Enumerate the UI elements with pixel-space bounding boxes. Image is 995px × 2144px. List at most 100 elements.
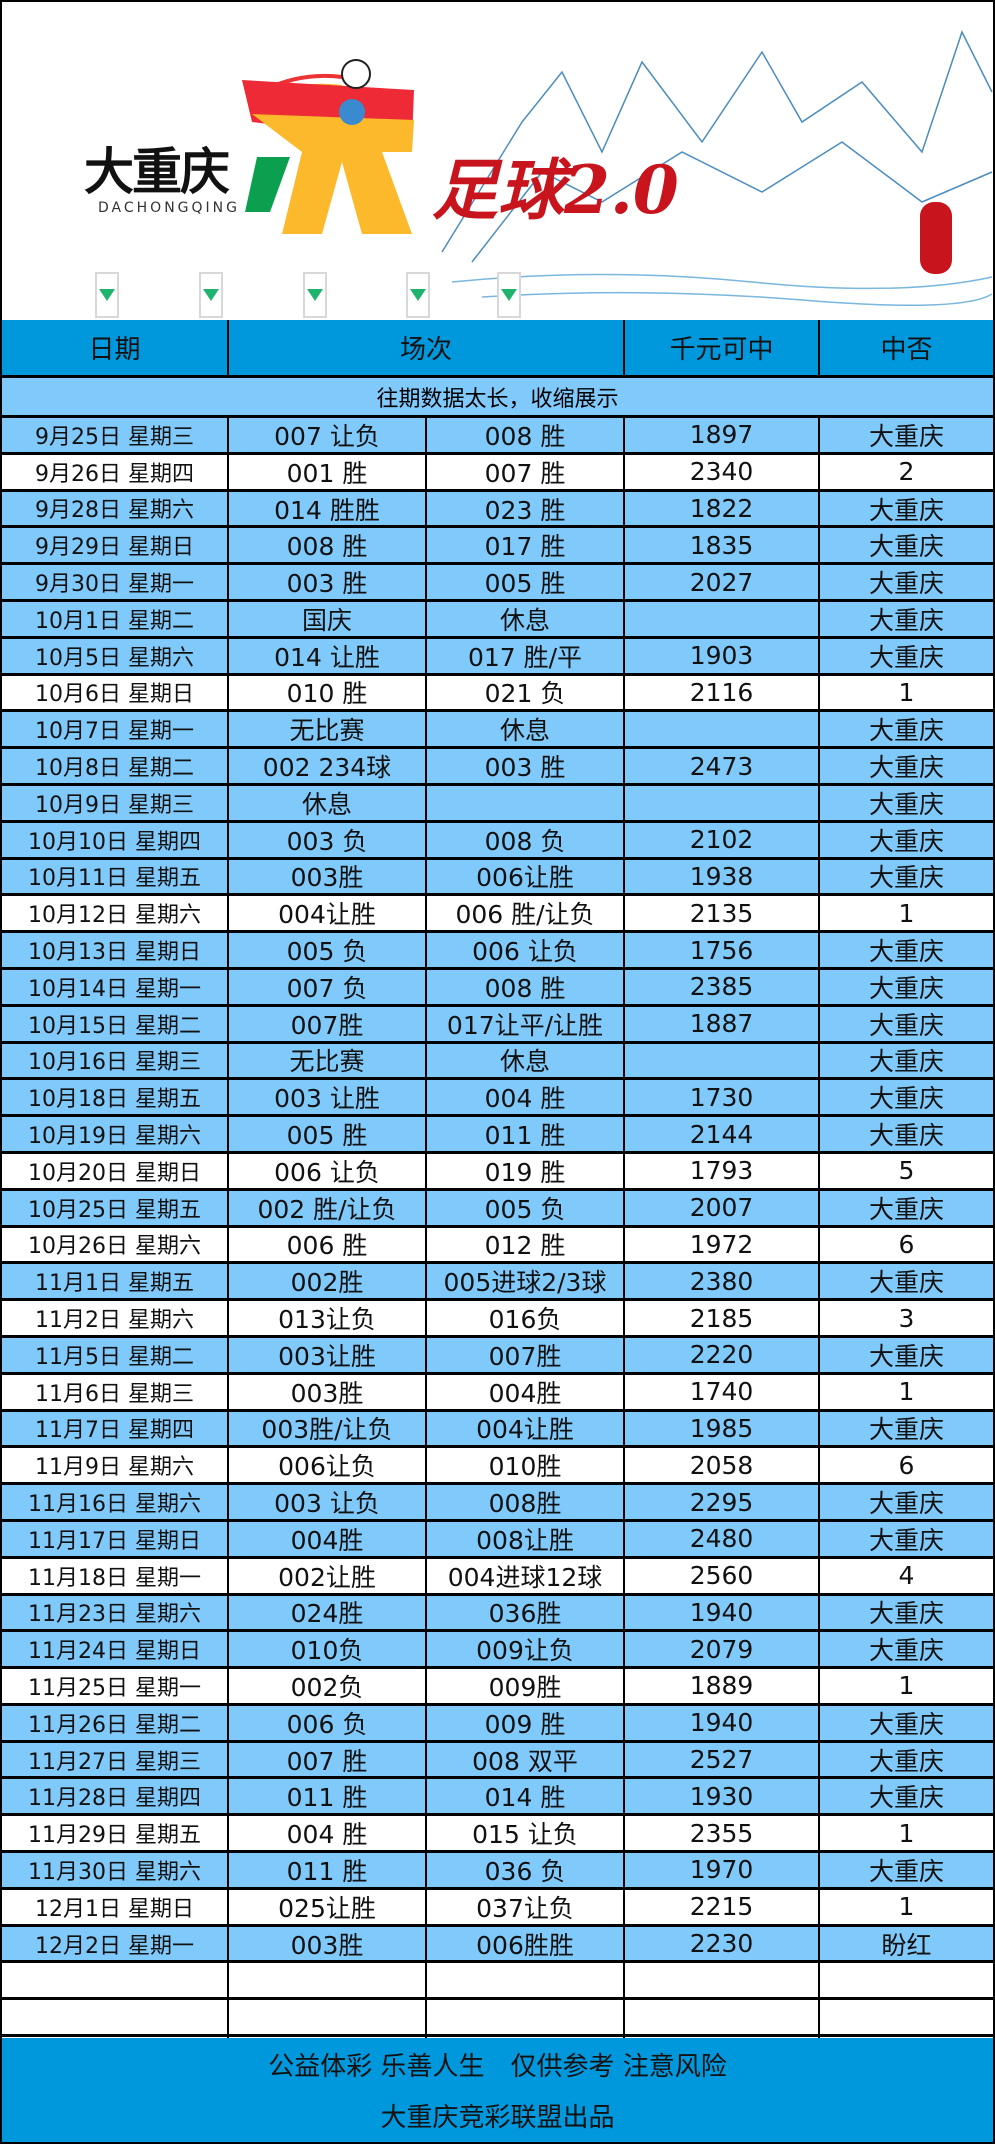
cell-date: 10月14日 星期一 <box>2 969 229 1004</box>
cell-match-1: 002 胜/让负 <box>229 1190 427 1225</box>
cell-match-1: 014 胜胜 <box>229 491 427 526</box>
mountain-landscape-image <box>242 30 993 307</box>
cell-result: 大重庆 <box>868 1525 944 1555</box>
table-row: 10月12日 星期六 004让胜 006 胜/让负 2135 1 <box>2 896 993 934</box>
filter-dropdown-prize[interactable] <box>406 272 430 318</box>
cell-prize: 1985 <box>625 1411 820 1446</box>
cell-match-2: 008让胜 <box>427 1521 625 1556</box>
cell-match-1: 003胜 <box>229 1926 427 1961</box>
cell-prize: 2480 <box>625 1521 820 1556</box>
cell-match-1: 003胜 <box>229 859 427 894</box>
cell-match-2: 037让负 <box>427 1889 625 1924</box>
cell-result: 大重庆 <box>868 495 944 525</box>
table-row: 12月1日 星期日 025让胜 037让负 2215 1 <box>2 1889 993 1927</box>
cell-match-1: 005 负 <box>229 933 427 967</box>
cell-result: 2 <box>898 457 915 487</box>
cell-date: 11月23日 星期六 <box>2 1595 229 1630</box>
cell-date: 9月30日 星期一 <box>2 565 229 599</box>
table-row: 9月25日 星期三 007 让负 008 胜 1897 大重庆 <box>2 418 993 455</box>
collapsed-note: 往期数据太长，收缩展示 <box>2 378 993 418</box>
cell-prize: 1972 <box>625 1227 820 1262</box>
cell-prize: 2079 <box>625 1632 820 1667</box>
cell-prize: 1822 <box>625 491 820 526</box>
cell-result: 大重庆 <box>868 1783 944 1813</box>
empty-cell <box>229 1963 427 1998</box>
table-row: 10月1日 星期二 国庆 休息 大重庆 <box>2 601 993 639</box>
cell-result: 大重庆 <box>868 1415 944 1445</box>
dropdown-arrow-icon <box>203 289 219 301</box>
cell-match-2: 005 负 <box>427 1190 625 1225</box>
cell-match-1: 无比赛 <box>229 712 427 747</box>
cell-result: 大重庆 <box>868 863 944 893</box>
cell-result: 大重庆 <box>868 1268 944 1298</box>
cell-date: 9月28日 星期六 <box>2 491 229 526</box>
cell-prize: 1930 <box>625 1779 820 1814</box>
cell-date: 10月26日 星期六 <box>2 1227 229 1262</box>
table-row: 11月7日 星期四 003胜/让负 004让胜 1985 大重庆 <box>2 1411 993 1449</box>
cell-prize: 1940 <box>625 1705 820 1740</box>
cell-match-2: 006让胜 <box>427 859 625 894</box>
cell-match-2: 008 负 <box>427 822 625 857</box>
table-row: 10月14日 星期一 007 负 008 胜 2385 大重庆 <box>2 969 993 1007</box>
cell-date: 11月16日 星期六 <box>2 1485 229 1519</box>
cell-date: 10月8日 星期二 <box>2 749 229 783</box>
cell-date: 10月9日 星期三 <box>2 785 229 820</box>
cell-match-2: 006 胜/让负 <box>427 896 625 931</box>
table-row: 11月28日 星期四 011 胜 014 胜 1930 大重庆 <box>2 1779 993 1817</box>
cell-match-1: 006 负 <box>229 1705 427 1740</box>
cell-result: 大重庆 <box>868 937 944 967</box>
cell-result: 3 <box>898 1303 915 1333</box>
cell-result: 大重庆 <box>868 716 944 746</box>
cell-prize: 2135 <box>625 896 820 931</box>
cell-result: 大重庆 <box>868 1121 944 1151</box>
cell-match-2: 017 胜 <box>427 528 625 563</box>
cell-date: 10月12日 星期六 <box>2 896 229 931</box>
cell-date: 10月15日 星期二 <box>2 1006 229 1041</box>
table-row: 11月6日 星期三 003胜 004胜 1740 1 <box>2 1374 993 1412</box>
cell-prize: 2560 <box>625 1558 820 1593</box>
table-header: 日期 场次 千元可中 中否 <box>2 320 993 378</box>
cell-date: 11月1日 星期五 <box>2 1264 229 1299</box>
cell-match-2: 003 胜 <box>427 749 625 783</box>
cell-match-2: 014 胜 <box>427 1779 625 1814</box>
cell-prize: 2185 <box>625 1301 820 1335</box>
cell-match-1: 011 胜 <box>229 1853 427 1887</box>
header-prize: 千元可中 <box>625 320 820 375</box>
cell-date: 10月6日 星期日 <box>2 675 229 710</box>
cell-result: 盼红 <box>881 1930 932 1960</box>
dropdown-arrow-icon <box>307 289 323 301</box>
table-row: 10月7日 星期一 无比赛 休息 大重庆 <box>2 712 993 750</box>
cell-match-2 <box>427 785 625 820</box>
cell-date: 10月1日 星期二 <box>2 601 229 636</box>
cell-match-2: 011 胜 <box>427 1117 625 1151</box>
cell-match-2: 008 双平 <box>427 1742 625 1777</box>
cell-match-1: 008 胜 <box>229 528 427 563</box>
cell-date: 10月5日 星期六 <box>2 638 229 673</box>
cell-result: 大重庆 <box>868 1194 944 1224</box>
cell-date: 11月30日 星期六 <box>2 1853 229 1887</box>
cell-prize: 2102 <box>625 822 820 857</box>
cell-match-2: 休息 <box>427 1043 625 1078</box>
cell-date: 10月13日 星期日 <box>2 933 229 967</box>
filter-dropdown-match1[interactable] <box>199 272 223 318</box>
cell-prize: 2144 <box>625 1117 820 1151</box>
header-date: 日期 <box>2 320 229 375</box>
cell-date: 11月18日 星期一 <box>2 1558 229 1593</box>
cell-result: 大重庆 <box>868 1599 944 1629</box>
cell-match-1: 007 胜 <box>229 1742 427 1777</box>
table-row: 11月9日 星期六 006让负 010胜 2058 6 <box>2 1448 993 1486</box>
cell-result: 4 <box>898 1561 915 1591</box>
cell-result: 大重庆 <box>868 1856 944 1886</box>
filter-dropdown-match2[interactable] <box>303 272 327 318</box>
cell-prize: 2380 <box>625 1264 820 1299</box>
cell-match-1: 003 让胜 <box>229 1080 427 1115</box>
empty-cell <box>229 2000 427 2035</box>
cell-result: 大重庆 <box>868 826 944 856</box>
cell-match-1: 006让负 <box>229 1448 427 1483</box>
cell-prize: 2116 <box>625 675 820 710</box>
table-row: 11月17日 星期日 004胜 008让胜 2480 大重庆 <box>2 1521 993 1559</box>
dropdown-arrow-icon <box>501 289 517 301</box>
cell-match-1: 006 胜 <box>229 1227 427 1262</box>
filter-dropdown-date[interactable] <box>95 272 119 318</box>
filter-dropdown-result[interactable] <box>497 272 521 318</box>
